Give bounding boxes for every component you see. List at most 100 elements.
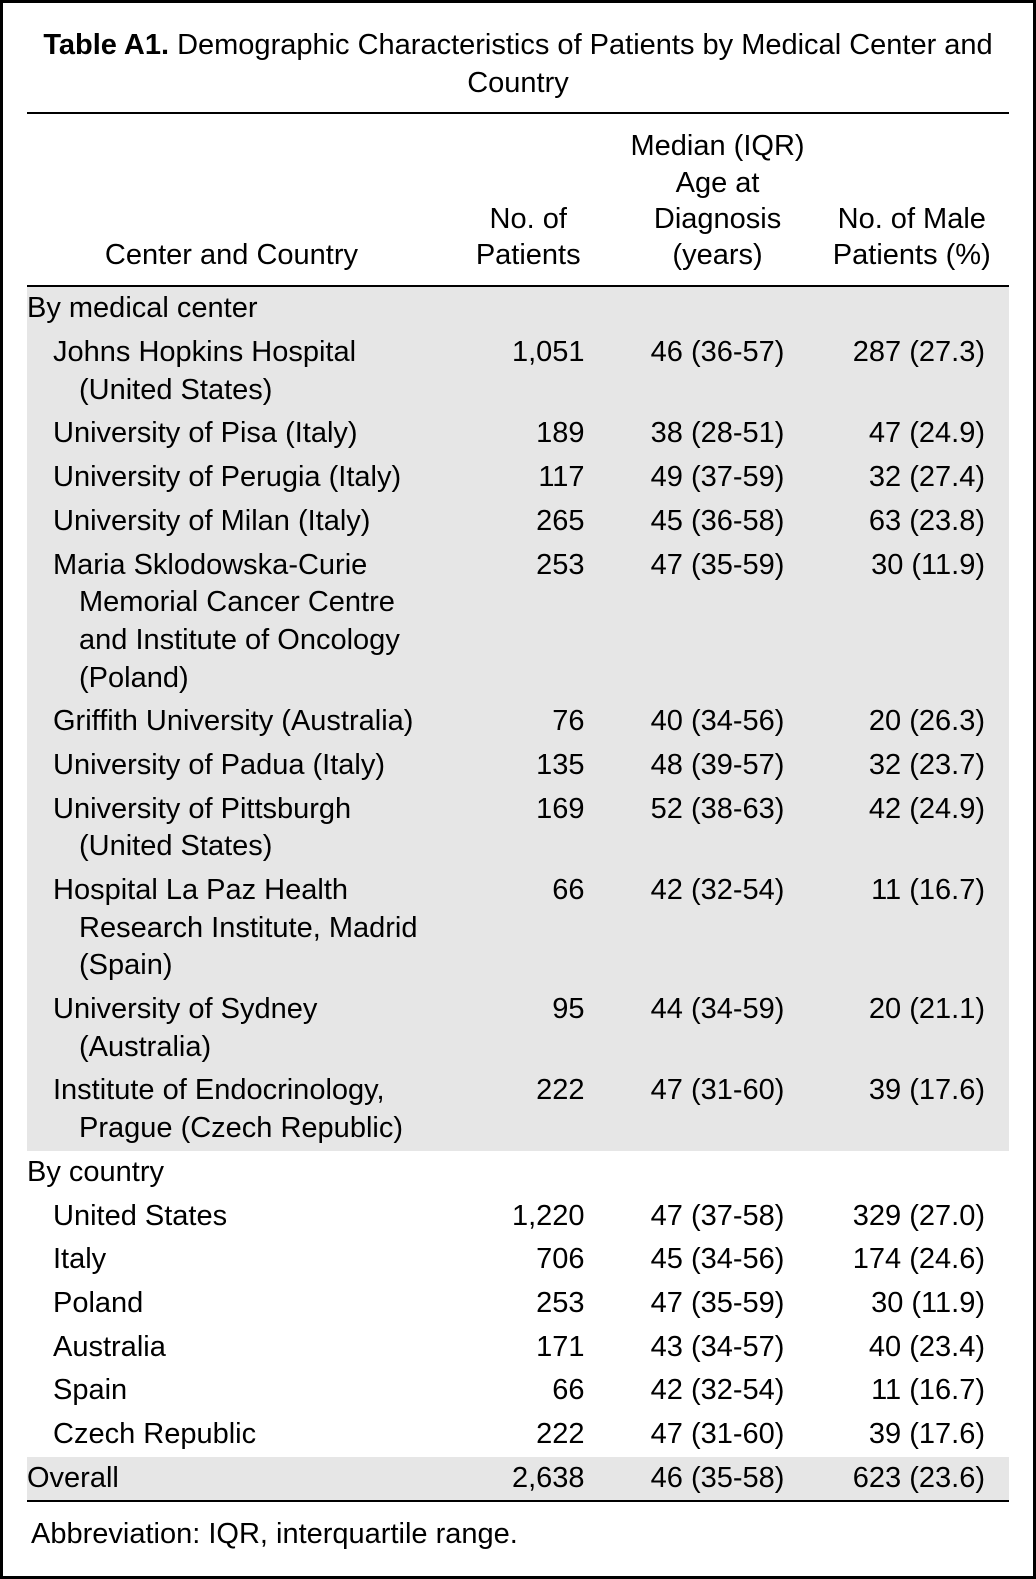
table-row: Maria Sklodowska-Curie Memorial Cancer C… [27,544,1009,701]
cell-male: 32 (27.4) [815,456,1009,500]
cell-male: 47 (24.9) [815,412,1009,456]
cell-male: 42 (24.9) [815,788,1009,869]
col-header-male: No. of Male Patients (%) [815,114,1009,286]
table-row: Czech Republic22247 (31-60)39 (17.6) [27,1413,1009,1457]
cell-patients: 171 [436,1326,621,1370]
cell-age: 40 (34-56) [621,700,815,744]
cell-age: 47 (31-60) [621,1413,815,1457]
cell-age: 43 (34-57) [621,1326,815,1370]
col-header-age: Median (IQR) Age at Diagnosis (years) [621,114,815,286]
cell-male: 32 (23.7) [815,744,1009,788]
overall-male: 623 (23.6) [815,1457,1009,1502]
table-row: University of Perugia (Italy)11749 (37-5… [27,456,1009,500]
cell-center: United States [27,1195,436,1239]
cell-age: 47 (31-60) [621,1069,815,1150]
table-row: Griffith University (Australia)7640 (34-… [27,700,1009,744]
empty-cell [621,1151,815,1195]
cell-male: 63 (23.8) [815,500,1009,544]
cell-patients: 1,051 [436,331,621,412]
cell-age: 46 (36-57) [621,331,815,412]
col-header-center: Center and Country [27,114,436,286]
empty-cell [815,1151,1009,1195]
cell-age: 47 (35-59) [621,544,815,701]
empty-cell [436,1151,621,1195]
cell-patients: 706 [436,1238,621,1282]
table-row: Johns Hopkins Hospital (United States)1,… [27,331,1009,412]
table-title: Table A1. Demographic Characteristics of… [27,27,1009,114]
cell-age: 52 (38-63) [621,788,815,869]
table-row: University of Padua (Italy)13548 (39-57)… [27,744,1009,788]
table-row: Spain6642 (32-54)11 (16.7) [27,1369,1009,1413]
table-row: Poland25347 (35-59)30 (11.9) [27,1282,1009,1326]
cell-patients: 253 [436,544,621,701]
table-frame: Table A1. Demographic Characteristics of… [0,0,1036,1579]
cell-age: 44 (34-59) [621,988,815,1069]
cell-male: 30 (11.9) [815,1282,1009,1326]
cell-male: 287 (27.3) [815,331,1009,412]
cell-patients: 265 [436,500,621,544]
cell-center: Hospital La Paz Health Research Institut… [27,869,436,988]
cell-patients: 222 [436,1069,621,1150]
cell-center: Griffith University (Australia) [27,700,436,744]
cell-male: 20 (21.1) [815,988,1009,1069]
cell-age: 48 (39-57) [621,744,815,788]
empty-cell [436,286,621,331]
cell-patients: 76 [436,700,621,744]
cell-age: 38 (28-51) [621,412,815,456]
cell-male: 39 (17.6) [815,1413,1009,1457]
cell-age: 42 (32-54) [621,869,815,988]
cell-center: University of Pittsburgh (United States) [27,788,436,869]
cell-center: Johns Hopkins Hospital (United States) [27,331,436,412]
overall-label: Overall [27,1457,436,1502]
cell-male: 11 (16.7) [815,869,1009,988]
cell-patients: 189 [436,412,621,456]
cell-center: Czech Republic [27,1413,436,1457]
cell-center: Institute of Endocrinology, Prague (Czec… [27,1069,436,1150]
demographics-table: Center and Country No. of Patients Media… [27,114,1009,1502]
overall-age: 46 (35-58) [621,1457,815,1502]
table-row: United States1,22047 (37-58)329 (27.0) [27,1195,1009,1239]
cell-age: 42 (32-54) [621,1369,815,1413]
empty-cell [815,286,1009,331]
section-label: By country [27,1151,436,1195]
table-title-text: Demographic Characteristics of Patients … [177,29,993,99]
table-header-row: Center and Country No. of Patients Media… [27,114,1009,286]
cell-patients: 222 [436,1413,621,1457]
cell-center: University of Padua (Italy) [27,744,436,788]
cell-patients: 117 [436,456,621,500]
cell-center: University of Perugia (Italy) [27,456,436,500]
table-title-label: Table A1. [43,29,169,61]
table-row: Institute of Endocrinology, Prague (Czec… [27,1069,1009,1150]
cell-center: University of Pisa (Italy) [27,412,436,456]
table-body: By medical centerJohns Hopkins Hospital … [27,286,1009,1501]
section-header: By country [27,1151,1009,1195]
cell-male: 174 (24.6) [815,1238,1009,1282]
cell-patients: 95 [436,988,621,1069]
cell-center: Maria Sklodowska-Curie Memorial Cancer C… [27,544,436,701]
cell-male: 11 (16.7) [815,1369,1009,1413]
cell-male: 20 (26.3) [815,700,1009,744]
cell-male: 329 (27.0) [815,1195,1009,1239]
table-row: University of Pisa (Italy)18938 (28-51)4… [27,412,1009,456]
table-row: Australia17143 (34-57)40 (23.4) [27,1326,1009,1370]
cell-patients: 66 [436,1369,621,1413]
cell-age: 49 (37-59) [621,456,815,500]
table-row: University of Milan (Italy)26545 (36-58)… [27,500,1009,544]
cell-center: Australia [27,1326,436,1370]
cell-patients: 169 [436,788,621,869]
cell-male: 39 (17.6) [815,1069,1009,1150]
cell-center: Spain [27,1369,436,1413]
table-footnote: Abbreviation: IQR, interquartile range. [27,1502,1009,1558]
overall-patients: 2,638 [436,1457,621,1502]
section-label: By medical center [27,286,436,331]
cell-age: 47 (37-58) [621,1195,815,1239]
table-row: University of Pittsburgh (United States)… [27,788,1009,869]
overall-row: Overall2,63846 (35-58)623 (23.6) [27,1457,1009,1502]
cell-center: Italy [27,1238,436,1282]
cell-center: University of Sydney (Australia) [27,988,436,1069]
table-row: Hospital La Paz Health Research Institut… [27,869,1009,988]
table-row: Italy70645 (34-56)174 (24.6) [27,1238,1009,1282]
cell-patients: 1,220 [436,1195,621,1239]
col-header-patients: No. of Patients [436,114,621,286]
cell-center: Poland [27,1282,436,1326]
